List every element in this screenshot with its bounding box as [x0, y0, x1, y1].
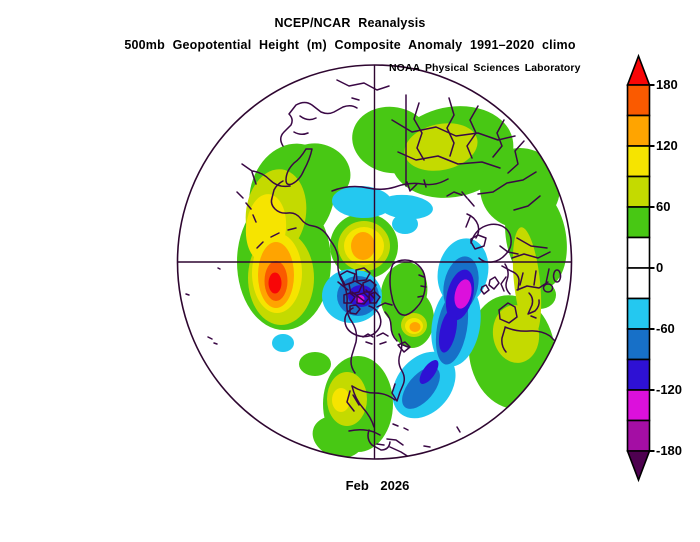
anomaly-blob-cyan: [272, 334, 294, 352]
colorbar-below-range-arrow: [628, 451, 650, 480]
colorbar-segment: [628, 390, 650, 421]
reanalysis-plot-page: NCEP/NCAR Reanalysis 500mb Geopotential …: [0, 0, 700, 542]
colorbar-segment: [628, 329, 650, 360]
plot-title: NCEP/NCAR Reanalysis: [0, 16, 700, 30]
colorbar-segment: [628, 421, 650, 452]
colorbar-segment: [628, 116, 650, 147]
anomaly-blob-orange: [351, 232, 375, 260]
anomaly-blob-red: [269, 273, 282, 294]
colorbar-above-range-arrow: [628, 56, 650, 85]
anomaly-blob-green: [299, 352, 331, 376]
colorbar-segment: [628, 238, 650, 269]
colorbar-segment: [628, 207, 650, 238]
colorbar-tick-label: -180: [656, 444, 698, 458]
colorbar-tick-label: -120: [656, 383, 698, 397]
colorbar-segment: [628, 299, 650, 330]
colorbar-segment: [628, 85, 650, 116]
colorbar-segment: [628, 177, 650, 208]
colorbar-tick-label: 0: [656, 261, 698, 275]
colorbar-segment: [628, 268, 650, 299]
attribution-label: NOAA Physical Sciences Laboratory: [389, 62, 581, 74]
colorbar-tick-label: 180: [656, 78, 698, 92]
plot-subtitle: 500mb Geopotential Height (m) Composite …: [0, 38, 700, 52]
colorbar-tick-label: -60: [656, 322, 698, 336]
polar-map-plot: [0, 0, 700, 542]
colorbar-segment: [628, 146, 650, 177]
colorbar-tick-label: 60: [656, 200, 698, 214]
anomaly-blob-orange: [410, 322, 421, 332]
period-label: Feb 2026: [0, 478, 700, 493]
colorbar-segment: [628, 360, 650, 391]
anomaly-blob-cyan: [392, 214, 418, 234]
colorbar-tick-label: 120: [656, 139, 698, 153]
colorbar: [628, 56, 655, 480]
